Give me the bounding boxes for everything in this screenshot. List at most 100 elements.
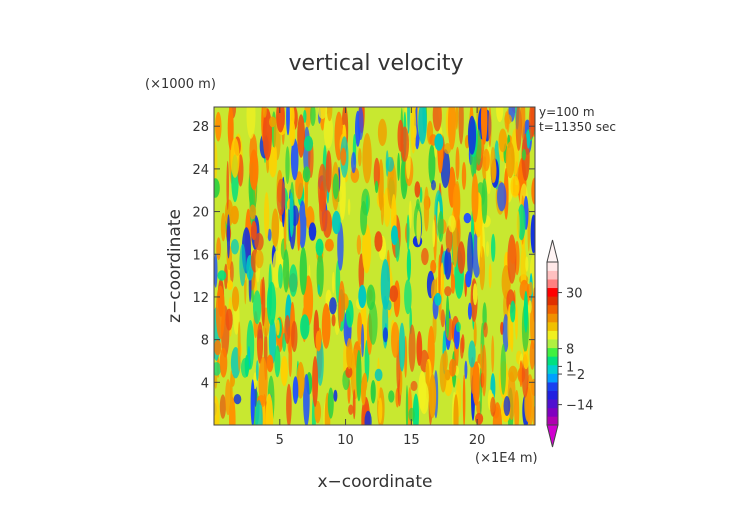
velocity-streak xyxy=(357,107,364,141)
y-tick-label: 8 xyxy=(201,334,209,349)
velocity-streak xyxy=(346,338,353,370)
colorbar-swatch xyxy=(547,262,558,271)
velocity-streak xyxy=(339,168,346,221)
velocity-streak xyxy=(357,312,363,347)
velocity-streak xyxy=(216,237,222,261)
velocity-streak xyxy=(419,381,429,415)
x-unit-label: (×1E4 m) xyxy=(475,451,538,466)
colorbar-max-arrow xyxy=(546,239,559,263)
velocity-streak xyxy=(331,314,336,327)
velocity-streak xyxy=(356,234,362,255)
velocity-streak xyxy=(296,361,305,399)
velocity-streak xyxy=(455,146,460,181)
chart-title: vertical velocity xyxy=(288,51,463,76)
velocity-streak xyxy=(244,354,250,377)
velocity-streak xyxy=(225,308,233,331)
velocity-streak xyxy=(274,146,277,162)
velocity-streak xyxy=(526,130,531,149)
colorbar-swatch xyxy=(547,330,558,340)
velocity-streak xyxy=(358,253,365,292)
velocity-streak xyxy=(214,395,220,425)
velocity-streak xyxy=(254,232,264,251)
velocity-streak xyxy=(230,137,240,178)
velocity-streak xyxy=(472,283,478,306)
velocity-streak xyxy=(317,163,327,213)
velocity-streak xyxy=(408,407,415,422)
velocity-streak xyxy=(488,263,492,289)
depth-annotation: y=100 m xyxy=(539,105,595,119)
velocity-streak xyxy=(264,192,270,239)
velocity-streak xyxy=(502,313,509,353)
velocity-streak xyxy=(250,220,257,241)
velocity-streak xyxy=(340,147,347,166)
colorbar-swatch xyxy=(547,407,558,417)
velocity-streak xyxy=(386,156,394,172)
velocity-streak xyxy=(418,107,427,145)
velocity-streak xyxy=(250,379,255,425)
velocity-streak xyxy=(480,224,483,258)
colorbar-swatch xyxy=(547,304,558,314)
velocity-streak xyxy=(482,148,490,172)
velocity-streak xyxy=(515,107,522,151)
velocity-streak xyxy=(337,221,344,271)
velocity-streak xyxy=(286,107,290,136)
velocity-streak xyxy=(374,231,383,252)
velocity-streak xyxy=(219,394,226,419)
colorbar-swatch xyxy=(547,390,558,400)
velocity-streak xyxy=(377,118,387,147)
velocity-streak xyxy=(303,373,310,425)
y-tick-label: 16 xyxy=(192,248,209,263)
colorbar-swatch xyxy=(547,416,558,426)
velocity-streak xyxy=(373,157,380,190)
velocity-streak xyxy=(531,177,535,205)
velocity-streak xyxy=(215,285,225,339)
velocity-streak xyxy=(290,138,299,181)
velocity-streak xyxy=(333,389,338,402)
velocity-streak xyxy=(276,178,286,216)
velocity-streak xyxy=(345,366,353,378)
velocity-streak xyxy=(256,321,264,364)
colorbar-swatch xyxy=(547,322,558,331)
colorbar-swatch xyxy=(547,364,558,374)
velocity-streak xyxy=(442,350,448,372)
velocity-streak xyxy=(523,290,529,333)
velocity-streak xyxy=(285,146,290,185)
velocity-streak xyxy=(504,114,512,125)
velocity-streak xyxy=(280,355,288,387)
velocity-streak xyxy=(432,107,442,132)
velocity-streak xyxy=(444,286,452,297)
velocity-streak xyxy=(253,290,262,325)
colorbar-tick-label: 8 xyxy=(566,343,574,358)
velocity-streak xyxy=(449,358,457,377)
velocity-streak xyxy=(528,107,534,141)
velocity-streak xyxy=(230,205,239,225)
colorbar-tick-label: 30 xyxy=(566,287,583,302)
velocity-streak xyxy=(262,107,267,118)
velocity-streak xyxy=(382,327,388,343)
velocity-streak xyxy=(391,321,400,358)
velocity-streak xyxy=(356,349,362,402)
velocity-streak xyxy=(473,320,477,347)
velocity-streak xyxy=(448,215,456,233)
velocity-streak xyxy=(230,261,234,284)
y-unit-label: (×1000 m) xyxy=(145,77,216,92)
velocity-streak xyxy=(498,128,507,153)
velocity-streak xyxy=(532,287,535,323)
velocity-streak xyxy=(266,354,274,373)
velocity-streak xyxy=(445,225,453,253)
velocity-streak xyxy=(214,362,222,376)
velocity-streak xyxy=(225,379,232,416)
velocity-streak xyxy=(530,214,535,254)
velocity-streak xyxy=(467,302,472,320)
velocity-streak xyxy=(332,173,339,200)
velocity-streak xyxy=(214,141,218,182)
velocity-streak xyxy=(380,259,391,310)
velocity-streak xyxy=(283,249,290,293)
velocity-streak xyxy=(358,148,362,167)
y-axis: 4 8 12 16 20 24 28 xyxy=(192,120,535,391)
velocity-streak xyxy=(322,210,332,238)
velocity-streak xyxy=(374,368,383,382)
velocity-streak xyxy=(289,264,298,297)
velocity-streak xyxy=(523,351,529,370)
